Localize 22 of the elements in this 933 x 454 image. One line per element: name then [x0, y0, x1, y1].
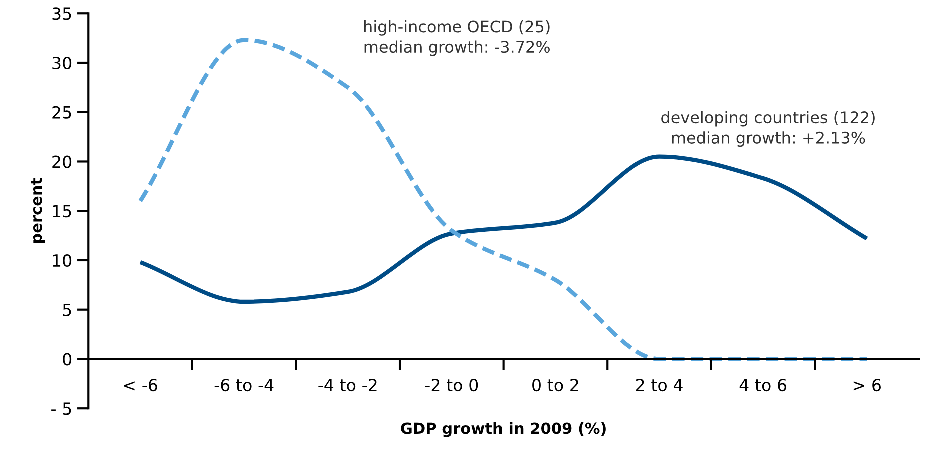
line-series: [138, 154, 870, 304]
y-axis-title: percent: [31, 178, 46, 244]
x-tick-label: < -6: [124, 378, 158, 392]
y-tick-label: - 5: [52, 402, 72, 416]
y-tick-label: 15: [53, 205, 72, 218]
x-tick-label: -6 to -4: [214, 378, 274, 392]
y-tick-label: 25: [52, 106, 72, 119]
x-tick-label: 2 to 4: [636, 378, 683, 392]
x-tick-label: 4 to 6: [740, 378, 787, 392]
y-tick-label: 5: [63, 304, 72, 316]
x-tick-label: > 6: [854, 378, 881, 392]
x-tick-label: 0 to 2: [532, 378, 578, 392]
x-tick-label: -2 to 0: [425, 378, 478, 392]
series-label: developing countries (122) median growth: +2.13%: [662, 111, 875, 148]
x-axis-title: GDP growth in 2009 (%): [401, 422, 606, 438]
y-tick-label: 20: [52, 156, 72, 168]
y-tick-label: 35: [52, 8, 72, 20]
y-tick-label: 10: [53, 254, 72, 268]
y-tick-label: 0: [63, 353, 72, 366]
text: high-income OECD (25) median growth: -3.72%: [364, 20, 550, 56]
x-tick-label: -4 to -2: [318, 378, 377, 392]
y-tick-label: 30: [52, 56, 72, 70]
